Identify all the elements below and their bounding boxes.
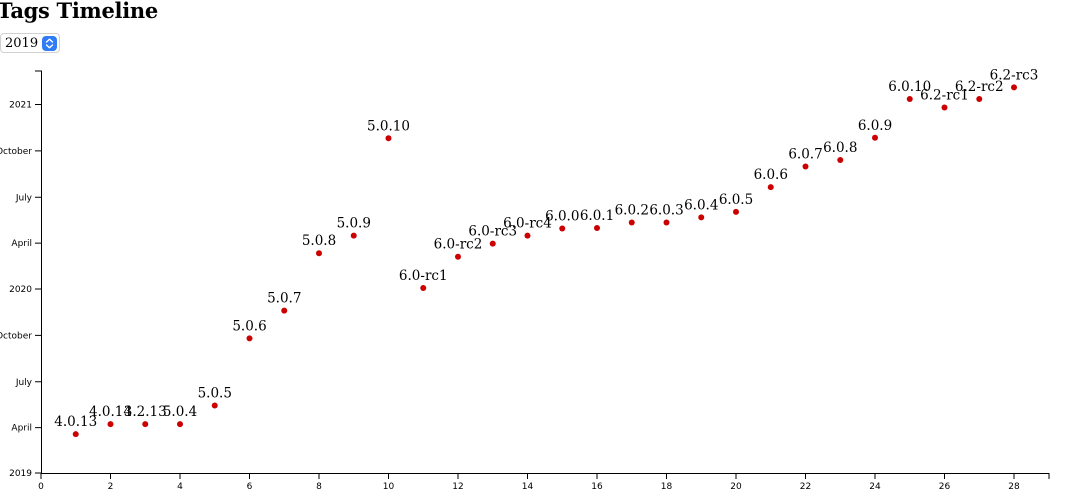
data-point-label: 6.2-rc3 — [990, 67, 1039, 83]
x-tick-label: 16 — [591, 482, 603, 492]
data-point — [246, 335, 253, 342]
data-point — [316, 250, 322, 257]
data-point-label: 3.2.13 — [124, 404, 167, 420]
y-tick-label: 2020 — [9, 285, 32, 295]
data-point — [281, 307, 288, 314]
data-point-label: 4.0.14 — [89, 404, 132, 420]
x-tick-label: 6 — [247, 482, 253, 492]
x-tick-label: 0 — [38, 482, 44, 492]
y-tick-label: April — [11, 424, 32, 434]
data-point — [767, 184, 774, 191]
data-point — [872, 134, 878, 141]
data-point-label: 6.0.2 — [615, 202, 649, 218]
x-tick-label: 8 — [316, 482, 322, 492]
x-tick-label: 26 — [939, 482, 951, 492]
data-point — [385, 135, 392, 142]
data-point — [559, 225, 566, 232]
data-point-label: 6.0.3 — [649, 202, 683, 218]
data-point-label: 6.2-rc2 — [955, 79, 1004, 95]
data-point — [628, 219, 635, 226]
data-point-label: 6.0.7 — [788, 147, 822, 163]
x-tick-label: 22 — [800, 482, 811, 492]
data-point-label: 5.0.9 — [337, 216, 371, 232]
data-point — [594, 225, 600, 232]
data-point-label: 4.0.13 — [54, 414, 97, 430]
x-tick-label: 2 — [108, 482, 114, 492]
data-point-label: 5.0.5 — [198, 385, 232, 401]
data-point — [1011, 84, 1017, 91]
x-tick-label: 18 — [661, 482, 673, 492]
y-tick-label: July — [15, 193, 33, 203]
data-point — [455, 253, 461, 260]
x-tick-label: 20 — [730, 482, 742, 492]
y-tick-label: 2021 — [9, 101, 32, 111]
x-tick-label: 28 — [1008, 482, 1020, 492]
y-tick-label: October — [0, 147, 32, 157]
data-point — [802, 163, 809, 170]
chevron-up-down-icon[interactable] — [42, 35, 58, 51]
data-point — [350, 232, 357, 239]
data-point-label: 6.2-rc1 — [920, 88, 969, 104]
data-point — [941, 104, 948, 111]
data-point-label: 6.0-rc2 — [434, 237, 483, 253]
data-point — [663, 219, 670, 226]
x-tick-label: 4 — [177, 482, 183, 492]
data-point — [420, 284, 427, 291]
data-point-label: 6.0.6 — [754, 167, 788, 183]
y-tick-label: April — [11, 239, 32, 249]
data-point-label: 6.0.1 — [580, 208, 614, 224]
data-point — [177, 421, 183, 428]
data-point-label: 6.0-rc1 — [399, 268, 448, 284]
data-point-label: 5.0.7 — [267, 291, 301, 307]
data-point — [837, 156, 844, 163]
data-point — [524, 232, 531, 239]
data-point-label: 6.0-rc4 — [503, 216, 552, 232]
y-axis: 2019 April July October 2020 April July October… — [0, 70, 42, 479]
data-point — [211, 402, 218, 409]
y-tick-label: July — [15, 378, 33, 388]
data-point — [489, 240, 496, 247]
data-point — [906, 95, 913, 102]
x-axis-line — [40, 473, 1050, 479]
data-points: 4.0.134.0.143.2.135.0.45.0.5 5.0.65.0.7 5.… — [54, 67, 1039, 438]
y-axis-line — [35, 70, 42, 474]
y-tick-label: 2019 — [9, 469, 32, 479]
data-point-label: 5.0.8 — [302, 233, 336, 249]
data-point — [698, 214, 705, 221]
x-tick-label: 12 — [452, 482, 463, 492]
x-tick-label: 10 — [383, 482, 395, 492]
data-point-label: 5.0.10 — [367, 118, 410, 134]
x-axis: 0 2 4 6 8 10 12 14 16 18 20 22 24 26 28 — [38, 473, 1050, 492]
data-point-label: 6.0.8 — [823, 140, 857, 156]
y-tick-label: October — [0, 331, 32, 341]
data-point — [142, 421, 149, 428]
data-point-label: 6.0-rc3 — [468, 224, 517, 240]
data-point-label: 5.0.4 — [163, 404, 197, 420]
data-point-label: 6.0.5 — [719, 192, 753, 208]
data-point — [976, 95, 983, 102]
data-point — [107, 421, 114, 428]
x-tick-label: 24 — [869, 482, 881, 492]
x-tick-label: 14 — [522, 482, 534, 492]
data-point-label: 6.0.0 — [545, 209, 579, 225]
data-point — [72, 431, 79, 438]
data-point-label: 6.0.10 — [888, 79, 931, 95]
year-select[interactable]: 2019 — [0, 33, 61, 53]
year-select-value: 2019 — [5, 35, 39, 51]
data-point — [733, 208, 739, 215]
data-point-label: 5.0.6 — [232, 318, 266, 334]
data-point-label: 6.0.9 — [858, 118, 892, 134]
data-point-label: 6.0.4 — [684, 197, 718, 213]
page-title: Tags Timeline — [0, 0, 158, 23]
